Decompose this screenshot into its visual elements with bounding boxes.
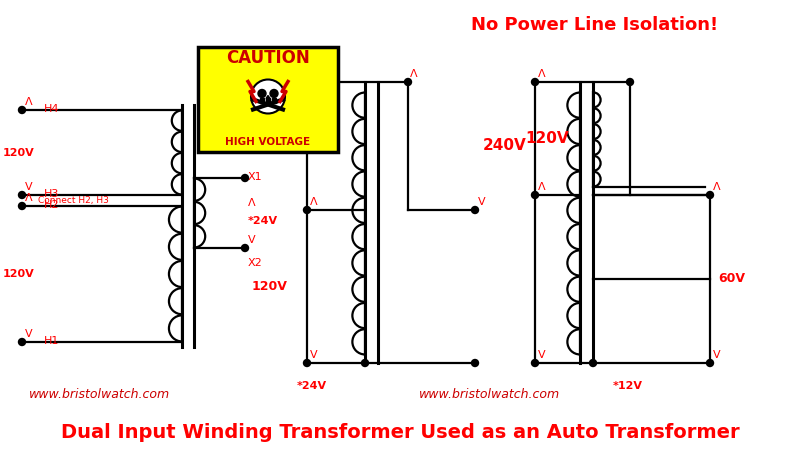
FancyBboxPatch shape — [198, 47, 338, 152]
Circle shape — [405, 78, 411, 86]
Circle shape — [303, 207, 310, 213]
Text: Λ: Λ — [248, 198, 256, 208]
Text: HIGH VOLTAGE: HIGH VOLTAGE — [226, 137, 310, 147]
Text: No Power Line Isolation!: No Power Line Isolation! — [471, 16, 718, 34]
Text: *24V: *24V — [248, 216, 278, 226]
Text: H4: H4 — [44, 104, 59, 114]
Text: Λ: Λ — [713, 182, 721, 192]
Text: Λ: Λ — [25, 193, 33, 203]
Text: Λ: Λ — [25, 97, 33, 107]
Text: V: V — [478, 197, 486, 207]
Circle shape — [18, 107, 26, 113]
Polygon shape — [266, 95, 270, 99]
Text: *12V: *12V — [613, 381, 643, 391]
Circle shape — [258, 90, 266, 98]
Text: Λ: Λ — [410, 69, 418, 79]
Text: *24V: *24V — [297, 381, 327, 391]
Text: Connect H2, H3: Connect H2, H3 — [38, 196, 109, 205]
Circle shape — [303, 78, 310, 86]
Text: 120V: 120V — [3, 269, 34, 279]
Circle shape — [242, 244, 249, 252]
Text: 240V: 240V — [483, 139, 526, 153]
Circle shape — [242, 175, 249, 181]
Text: www.bristolwatch.com: www.bristolwatch.com — [419, 388, 561, 401]
Text: H1: H1 — [44, 336, 59, 346]
Circle shape — [531, 78, 538, 86]
Circle shape — [18, 202, 26, 210]
Circle shape — [626, 78, 634, 86]
Text: V: V — [248, 235, 256, 245]
Text: H3: H3 — [44, 189, 59, 199]
Bar — [266, 98, 270, 103]
Circle shape — [18, 338, 26, 346]
Text: www.bristolwatch.com: www.bristolwatch.com — [30, 388, 170, 401]
Circle shape — [18, 192, 26, 198]
Text: V: V — [713, 350, 721, 360]
Text: V: V — [25, 329, 33, 339]
Circle shape — [471, 207, 478, 213]
Text: Dual Input Winding Transformer Used as an Auto Transformer: Dual Input Winding Transformer Used as a… — [61, 423, 739, 441]
Text: Λ: Λ — [310, 197, 318, 207]
Text: 120V: 120V — [3, 148, 34, 157]
Circle shape — [531, 192, 538, 198]
Circle shape — [303, 360, 310, 366]
Circle shape — [270, 90, 278, 98]
Text: Λ: Λ — [538, 69, 546, 79]
Text: CAUTION: CAUTION — [226, 49, 310, 67]
Circle shape — [706, 192, 714, 198]
Text: V: V — [25, 182, 33, 192]
Circle shape — [362, 360, 369, 366]
Bar — [272, 98, 275, 103]
Text: X1: X1 — [248, 172, 262, 182]
Text: Λ: Λ — [538, 182, 546, 192]
Text: X2: X2 — [248, 258, 262, 268]
Text: H2: H2 — [44, 200, 59, 210]
Circle shape — [531, 360, 538, 366]
Text: 120V: 120V — [525, 131, 569, 146]
Bar — [260, 98, 263, 103]
Text: 120V: 120V — [252, 280, 288, 293]
Circle shape — [590, 360, 597, 366]
Circle shape — [251, 80, 285, 113]
Text: 60V: 60V — [718, 273, 745, 285]
Text: V: V — [310, 350, 318, 360]
Circle shape — [706, 360, 714, 366]
Circle shape — [471, 360, 478, 366]
Text: V: V — [538, 350, 546, 360]
